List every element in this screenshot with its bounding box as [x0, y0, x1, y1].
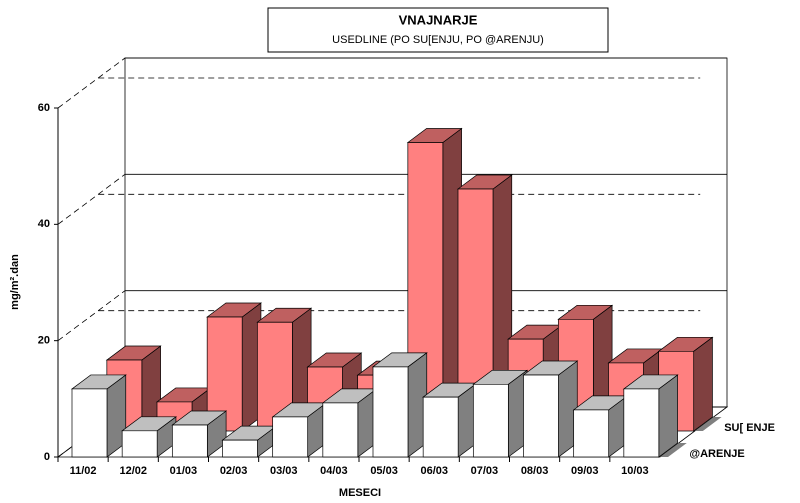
y-axis-label: mg/m².dan [9, 254, 21, 310]
bar [71, 388, 108, 458]
bar [222, 439, 258, 458]
bar [422, 396, 459, 458]
y-tick-label: 20 [38, 335, 50, 347]
legend-label: @ARENJE [689, 448, 744, 460]
bar [472, 383, 509, 458]
x-tick-label: 12/02 [119, 465, 147, 477]
y-tick-label: 60 [38, 102, 50, 114]
bar [623, 388, 660, 458]
bar [573, 409, 610, 458]
grid-line [57, 57, 126, 109]
bar [272, 416, 309, 458]
chart-title: VNAJNARJE [399, 12, 478, 27]
x-tick-label: 10/03 [621, 465, 649, 477]
bar [171, 424, 208, 458]
bar-side [693, 336, 713, 432]
y-tick-label: 0 [44, 451, 50, 463]
x-tick-label: 11/02 [70, 465, 97, 477]
x-axis-label: MESECI [339, 487, 381, 499]
x-tick-label: 08/03 [521, 465, 549, 477]
row-floor [694, 417, 722, 431]
x-tick-label: 09/03 [571, 465, 599, 477]
bar [322, 402, 359, 458]
x-tick-label: 01/03 [170, 465, 198, 477]
bar [523, 374, 559, 458]
x-tick-label: 05/03 [370, 465, 398, 477]
row-floor [660, 443, 687, 457]
y-tick-label: 40 [38, 218, 50, 230]
x-tick-label: 02/03 [220, 465, 248, 477]
x-tick-label: 07/03 [471, 465, 499, 477]
x-tick-label: 04/03 [320, 465, 348, 477]
x-tick-label: 03/03 [270, 465, 298, 477]
bar [121, 430, 158, 458]
grid-line [57, 290, 126, 341]
chart-subtitle: USEDLINE (PO SU[ENJU, PO @ARENJU) [332, 34, 544, 46]
x-tick-label: 06/03 [420, 465, 448, 477]
title-box [267, 7, 609, 53]
legend-label: SU[ ENJE [724, 422, 775, 434]
bar [372, 366, 409, 458]
grid-line [57, 174, 126, 225]
